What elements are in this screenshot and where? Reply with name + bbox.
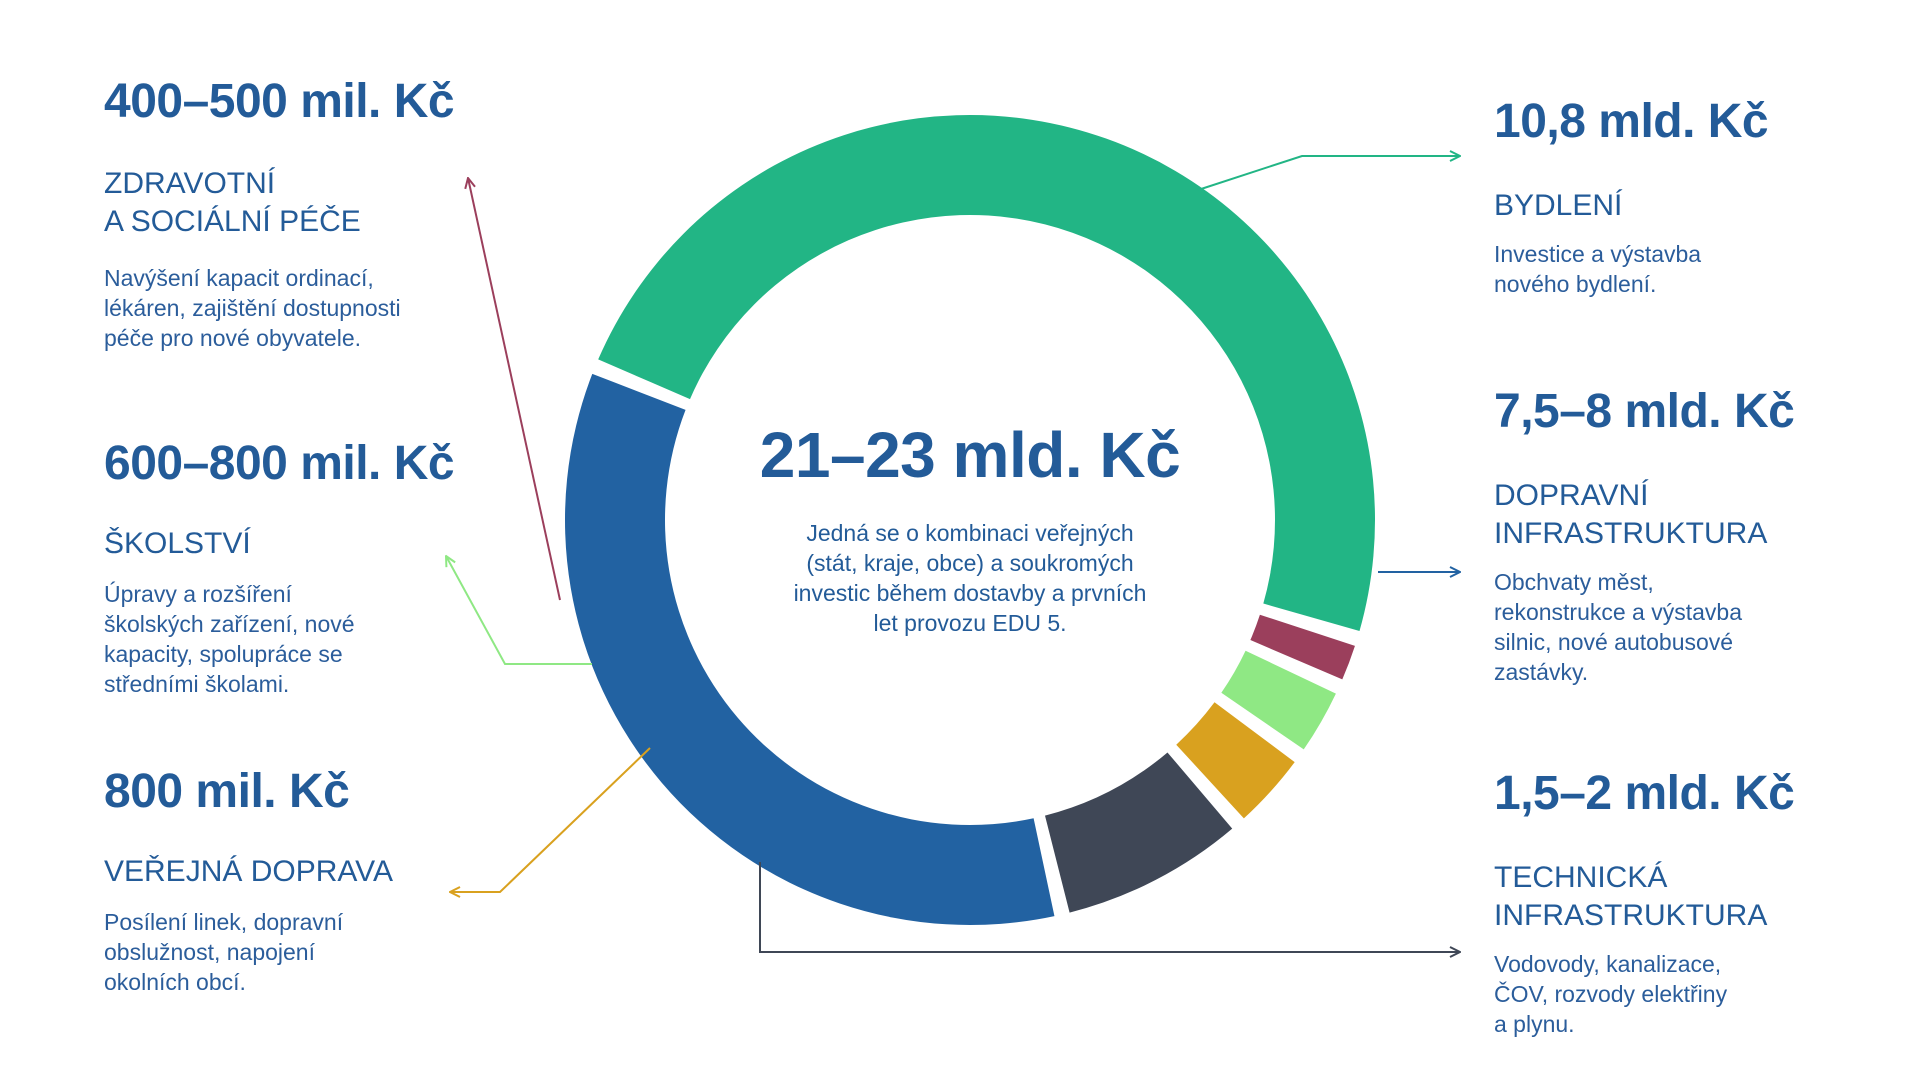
skolstvi-label: ŠKOLSTVÍ [104,526,251,560]
skolstvi-amount: 600–800 mil. Kč [104,437,455,490]
chart-total-description: Jedná se o kombinaci veřejných (stát, kr… [793,520,1147,637]
donut-segment-verejna-doprava [1176,702,1295,819]
legend-zdravotni-pece: 400–500 mil. Kč ZDRAVOTNÍ A SOCIÁLNÍ PÉČ… [104,75,524,353]
skolstvi-description: Úpravy a rozšíření školských zařízení, n… [104,580,355,697]
zdravotni-pece-label: ZDRAVOTNÍ A SOCIÁLNÍ PÉČE [104,166,361,238]
technicka-infrastruktura-amount: 1,5–2 mld. Kč [1494,767,1795,820]
leader-line-zdravotni-pece [468,178,561,601]
zdravotni-pece-amount: 400–500 mil. Kč [104,75,455,128]
legend-bydleni: 10,8 mld. Kč BYDLENÍ Investice a výstavb… [1494,95,1854,299]
chart-center: 21–23 mld. Kč Jedná se o kombinaci veřej… [740,420,1200,638]
bydleni-description: Investice a výstavba nového bydlení. [1494,240,1702,297]
donut-segment-bydleni [598,114,1376,631]
donut-segment-zdravotni-pece [1250,614,1355,680]
zdravotni-pece-description: Navýšení kapacit ordinací, lékáren, zaji… [104,264,401,351]
technicka-infrastruktura-description: Vodovody, kanalizace, ČOV, rozvody elekt… [1494,950,1728,1037]
verejna-doprava-description: Posílení linek, dopravní obslužnost, nap… [104,908,344,995]
chart-total: 21–23 mld. Kč [759,419,1181,491]
donut-segment-skolstvi [1221,650,1336,750]
leader-line-technicka-infrastruktura [759,862,1460,952]
donut-segment-dopravni-infrastruktura [565,373,1055,926]
leader-line-bydleni [1197,156,1460,191]
leader-line-verejna-doprava [450,747,651,892]
legend-verejna-doprava: 800 mil. Kč VEŘEJNÁ DOPRAVA Posílení lin… [104,765,524,997]
legend-dopravni-infrastruktura: 7,5–8 mld. Kč DOPRAVNÍ INFRASTRUKTURA Ob… [1494,385,1854,687]
legend-technicka-infrastruktura: 1,5–2 mld. Kč TECHNICKÁ INFRASTRUKTURA V… [1494,767,1854,1039]
dopravni-infrastruktura-amount: 7,5–8 mld. Kč [1494,385,1795,438]
leader-line-skolstvi [446,556,592,665]
legend-skolstvi: 600–800 mil. Kč ŠKOLSTVÍ Úpravy a rozšíř… [104,437,524,699]
dopravni-infrastruktura-label: DOPRAVNÍ INFRASTRUKTURA [1494,478,1768,550]
bydleni-amount: 10,8 mld. Kč [1494,95,1769,148]
technicka-infrastruktura-label: TECHNICKÁ INFRASTRUKTURA [1494,860,1768,932]
verejna-doprava-label: VEŘEJNÁ DOPRAVA [104,854,393,888]
dopravni-infrastruktura-description: Obchvaty měst, rekonstrukce a výstavba s… [1494,568,1743,685]
donut-segment-technicka-infrastruktura [1044,752,1233,913]
bydleni-label: BYDLENÍ [1494,188,1623,222]
verejna-doprava-amount: 800 mil. Kč [104,765,350,818]
